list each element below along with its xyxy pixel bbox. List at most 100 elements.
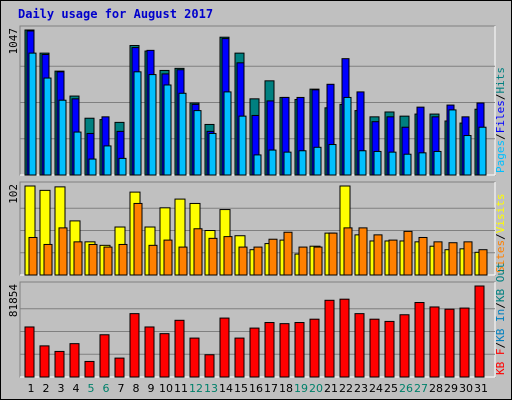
bar-sites-day-28: [433, 241, 443, 276]
bar-sites-day-10: [163, 239, 173, 276]
panel-2: 102 Sites/Visits: [7, 181, 507, 276]
panel-legend: KB F/KB In/KB Out: [494, 262, 507, 375]
bar-kb-f-day-28: [429, 306, 440, 378]
legend-kb-out: KB Out: [494, 262, 507, 302]
bar-sites-day-5: [88, 243, 98, 276]
x-tick-day-19: 19: [294, 382, 308, 395]
bar-kb-f-day-17: [264, 322, 275, 378]
bar-pages-day-6: [103, 145, 112, 176]
x-tick-day-17: 17: [264, 382, 278, 395]
x-tick-day-4: 4: [73, 382, 80, 395]
bar-pages-day-22: [343, 96, 352, 176]
bar-sites-day-25: [388, 239, 398, 276]
bar-sites-day-21: [328, 232, 338, 276]
bar-sites-day-19: [298, 246, 308, 276]
bar-kb-f-day-30: [459, 307, 470, 378]
bar-pages-day-9: [148, 74, 157, 176]
legend-visits: Visits: [494, 194, 507, 234]
x-tick-day-16: 16: [249, 382, 263, 395]
x-tick-day-10: 10: [159, 382, 173, 395]
legend-kb-in: KB In: [494, 309, 507, 342]
bar-pages-day-23: [358, 150, 367, 176]
x-tick-day-13: 13: [204, 382, 218, 395]
bar-kb-f-day-10: [159, 333, 170, 378]
x-tick-day-18: 18: [279, 382, 293, 395]
bar-sites-day-7: [118, 243, 128, 276]
bar-sites-day-1: [28, 236, 38, 276]
bar-kb-f-day-26: [399, 314, 410, 378]
x-tick-day-8: 8: [133, 382, 140, 395]
bar-pages-day-21: [328, 144, 337, 176]
bar-pages-day-11: [178, 92, 187, 176]
bar-kb-f-day-23: [354, 313, 365, 378]
legend-separator: /: [494, 302, 507, 309]
x-tick-day-28: 28: [429, 382, 443, 395]
y-max-label: 81854: [7, 284, 20, 317]
bar-kb-f-day-22: [339, 298, 350, 378]
bar-kb-f-day-8: [129, 313, 140, 378]
bar-sites-day-2: [43, 243, 53, 276]
bar-sites-day-16: [253, 246, 263, 276]
bar-pages-day-17: [268, 149, 277, 176]
bar-pages-day-3: [58, 99, 67, 176]
x-tick-day-20: 20: [309, 382, 323, 395]
legend-files: Files: [494, 100, 507, 133]
bar-sites-day-12: [193, 228, 203, 276]
x-tick-day-3: 3: [58, 382, 65, 395]
bar-sites-day-26: [403, 230, 413, 276]
legend-separator: /: [494, 233, 507, 240]
bar-pages-day-15: [238, 115, 247, 176]
bar-kb-f-day-12: [189, 337, 200, 378]
bar-sites-day-24: [373, 234, 383, 276]
x-tick-day-2: 2: [43, 382, 50, 395]
bar-pages-day-10: [163, 84, 172, 176]
bar-kb-f-day-29: [444, 308, 455, 378]
bar-sites-day-14: [223, 236, 233, 276]
x-tick-day-30: 30: [459, 382, 473, 395]
x-tick-day-22: 22: [339, 382, 353, 395]
x-tick-day-5: 5: [88, 382, 95, 395]
bar-pages-day-18: [283, 151, 292, 176]
bar-kb-f-day-5: [84, 360, 95, 378]
bar-pages-day-31: [478, 126, 487, 176]
bar-sites-day-4: [73, 241, 83, 276]
bar-kb-f-day-25: [384, 320, 395, 378]
x-tick-day-23: 23: [354, 382, 368, 395]
bar-sites-day-8: [133, 202, 143, 276]
x-tick-day-1: 1: [28, 382, 35, 395]
bar-sites-day-30: [463, 241, 473, 276]
x-tick-day-24: 24: [369, 382, 383, 395]
bar-kb-f-day-9: [144, 326, 155, 378]
panel-legend: Pages/Files/Hits: [494, 67, 507, 173]
x-tick-day-26: 26: [399, 382, 413, 395]
bar-pages-day-4: [73, 131, 82, 176]
bar-sites-day-15: [238, 246, 248, 276]
x-axis-labels: 1 2 3 4 5 6 7 8 9 10 11 12 13 14 15 16 17 18 19 20 21 22 23 24 2…: [28, 382, 489, 395]
bar-kb-f-day-11: [174, 319, 185, 378]
legend-hits: Hits: [494, 67, 507, 94]
bar-kb-f-day-6: [99, 334, 110, 378]
bar-kb-f-day-27: [414, 302, 425, 378]
bar-pages-day-30: [463, 135, 472, 176]
bar-sites-day-27: [418, 236, 428, 276]
legend-sites: Sites: [494, 240, 507, 273]
bar-pages-day-27: [418, 152, 427, 176]
x-tick-day-6: 6: [103, 382, 110, 395]
bar-sites-day-17: [268, 238, 278, 276]
bar-kb-f-day-3: [54, 350, 65, 378]
bar-sites-day-31: [478, 249, 488, 276]
x-tick-day-12: 12: [189, 382, 203, 395]
x-tick-day-25: 25: [384, 382, 398, 395]
bar-pages-day-2: [43, 77, 52, 176]
bar-kb-f-day-21: [324, 299, 335, 378]
legend-separator: /: [494, 133, 507, 140]
bar-sites-day-29: [448, 242, 458, 276]
bar-pages-day-25: [388, 151, 397, 176]
x-tick-day-29: 29: [444, 382, 458, 395]
bar-kb-f-day-13: [204, 354, 215, 378]
legend-kb-f: KB F: [494, 349, 507, 376]
x-tick-day-31: 31: [474, 382, 488, 395]
bar-kb-f-day-2: [39, 345, 50, 378]
